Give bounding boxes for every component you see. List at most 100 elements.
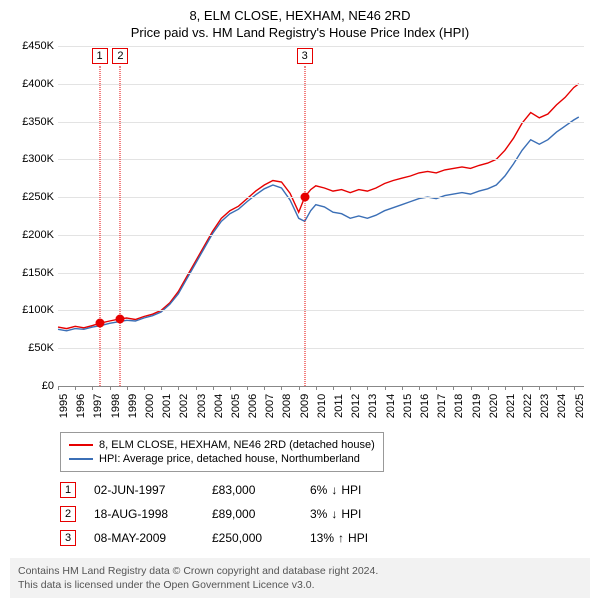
x-tick-mark (436, 386, 437, 390)
x-axis: 1995199619971998199920002001200220032004… (58, 386, 584, 424)
x-tick-label: 2000 (144, 394, 156, 418)
x-tick-label: 1998 (110, 394, 122, 418)
gridline (58, 273, 584, 274)
x-tick-label: 2014 (385, 394, 397, 418)
event-diff-pct: 6% (310, 483, 327, 497)
series-hpi (58, 117, 579, 331)
y-tick-label: £150K (22, 267, 54, 279)
legend-swatch (69, 458, 93, 460)
event-diff-label: HPI (341, 507, 361, 521)
event-diff-label: HPI (348, 531, 368, 545)
legend-swatch (69, 444, 93, 446)
event-vline (99, 66, 100, 386)
x-tick-mark (556, 386, 557, 390)
event-date: 08-MAY-2009 (94, 531, 194, 545)
event-marker-box: 2 (112, 48, 128, 64)
gridline (58, 235, 584, 236)
x-tick-label: 1999 (127, 394, 139, 418)
x-tick-label: 2015 (402, 394, 414, 418)
x-tick-mark (58, 386, 59, 390)
x-tick-mark (127, 386, 128, 390)
event-row-marker: 2 (60, 506, 76, 522)
legend-item: HPI: Average price, detached house, Nort… (69, 452, 375, 466)
event-diff-arrow-icon: ↓ (331, 507, 337, 521)
x-tick-mark (488, 386, 489, 390)
event-point (116, 314, 125, 323)
chart-container: 8, ELM CLOSE, HEXHAM, NE46 2RD Price pai… (0, 0, 600, 590)
x-tick-mark (333, 386, 334, 390)
x-tick-label: 2004 (213, 394, 225, 418)
event-row: 308-MAY-2009£250,00013%↑HPI (60, 526, 590, 550)
y-tick-label: £50K (28, 342, 54, 354)
event-date: 18-AUG-1998 (94, 507, 194, 521)
x-tick-mark (505, 386, 506, 390)
event-diff: 6% ↓ HPI (310, 483, 361, 497)
chart-title-address: 8, ELM CLOSE, HEXHAM, NE46 2RD (10, 8, 590, 23)
x-tick-label: 2007 (264, 394, 276, 418)
x-tick-label: 2010 (316, 394, 328, 418)
x-tick-label: 2003 (196, 394, 208, 418)
x-tick-label: 2011 (333, 394, 345, 418)
x-tick-label: 2025 (574, 394, 586, 418)
x-tick-mark (161, 386, 162, 390)
y-axis: £0£50K£100K£150K£200K£250K£300K£350K£400… (10, 46, 56, 386)
y-tick-label: £450K (22, 40, 54, 52)
x-tick-label: 2008 (281, 394, 293, 418)
y-tick-label: £400K (22, 78, 54, 90)
series-property (58, 84, 579, 329)
y-tick-label: £100K (22, 304, 54, 316)
x-tick-label: 1995 (58, 394, 70, 418)
y-tick-label: £0 (42, 380, 54, 392)
event-marker-box: 3 (297, 48, 313, 64)
event-diff: 13%↑HPI (310, 531, 368, 545)
event-marker-box: 1 (92, 48, 108, 64)
y-tick-label: £350K (22, 116, 54, 128)
x-tick-label: 2018 (453, 394, 465, 418)
legend-label: 8, ELM CLOSE, HEXHAM, NE46 2RD (detached… (99, 439, 375, 451)
y-tick-label: £300K (22, 153, 54, 165)
event-price: £250,000 (212, 531, 292, 545)
x-tick-label: 2013 (367, 394, 379, 418)
event-diff-arrow-icon: ↓ (331, 483, 337, 497)
x-tick-label: 2009 (299, 394, 311, 418)
event-diff: 3% ↓ HPI (310, 507, 361, 521)
x-tick-label: 2005 (230, 394, 242, 418)
x-tick-label: 2023 (539, 394, 551, 418)
x-tick-label: 1996 (75, 394, 87, 418)
x-tick-label: 2012 (350, 394, 362, 418)
x-tick-mark (230, 386, 231, 390)
x-tick-mark (522, 386, 523, 390)
x-tick-mark (75, 386, 76, 390)
x-tick-mark (402, 386, 403, 390)
event-date: 02-JUN-1997 (94, 483, 194, 497)
x-tick-mark (196, 386, 197, 390)
x-tick-mark (178, 386, 179, 390)
x-tick-mark (316, 386, 317, 390)
x-tick-mark (419, 386, 420, 390)
x-tick-label: 2017 (436, 394, 448, 418)
event-vline (120, 66, 121, 386)
event-diff-label: HPI (341, 483, 361, 497)
x-tick-mark (110, 386, 111, 390)
x-tick-label: 2022 (522, 394, 534, 418)
x-tick-label: 1997 (92, 394, 104, 418)
gridline (58, 310, 584, 311)
x-tick-mark (471, 386, 472, 390)
event-price: £89,000 (212, 507, 292, 521)
chart-lines (58, 46, 584, 386)
x-tick-mark (264, 386, 265, 390)
x-tick-label: 2020 (488, 394, 500, 418)
x-tick-mark (281, 386, 282, 390)
event-price: £83,000 (212, 483, 292, 497)
events-table: 102-JUN-1997£83,0006%↓HPI218-AUG-1998£89… (60, 478, 590, 550)
x-tick-label: 2006 (247, 394, 259, 418)
event-point (95, 319, 104, 328)
footer-line-2: This data is licensed under the Open Gov… (18, 578, 582, 592)
gridline (58, 122, 584, 123)
x-tick-mark (92, 386, 93, 390)
gridline (58, 348, 584, 349)
event-diff-pct: 3% (310, 507, 327, 521)
plot: 12 3 (58, 46, 584, 386)
gridline (58, 84, 584, 85)
x-tick-mark (367, 386, 368, 390)
